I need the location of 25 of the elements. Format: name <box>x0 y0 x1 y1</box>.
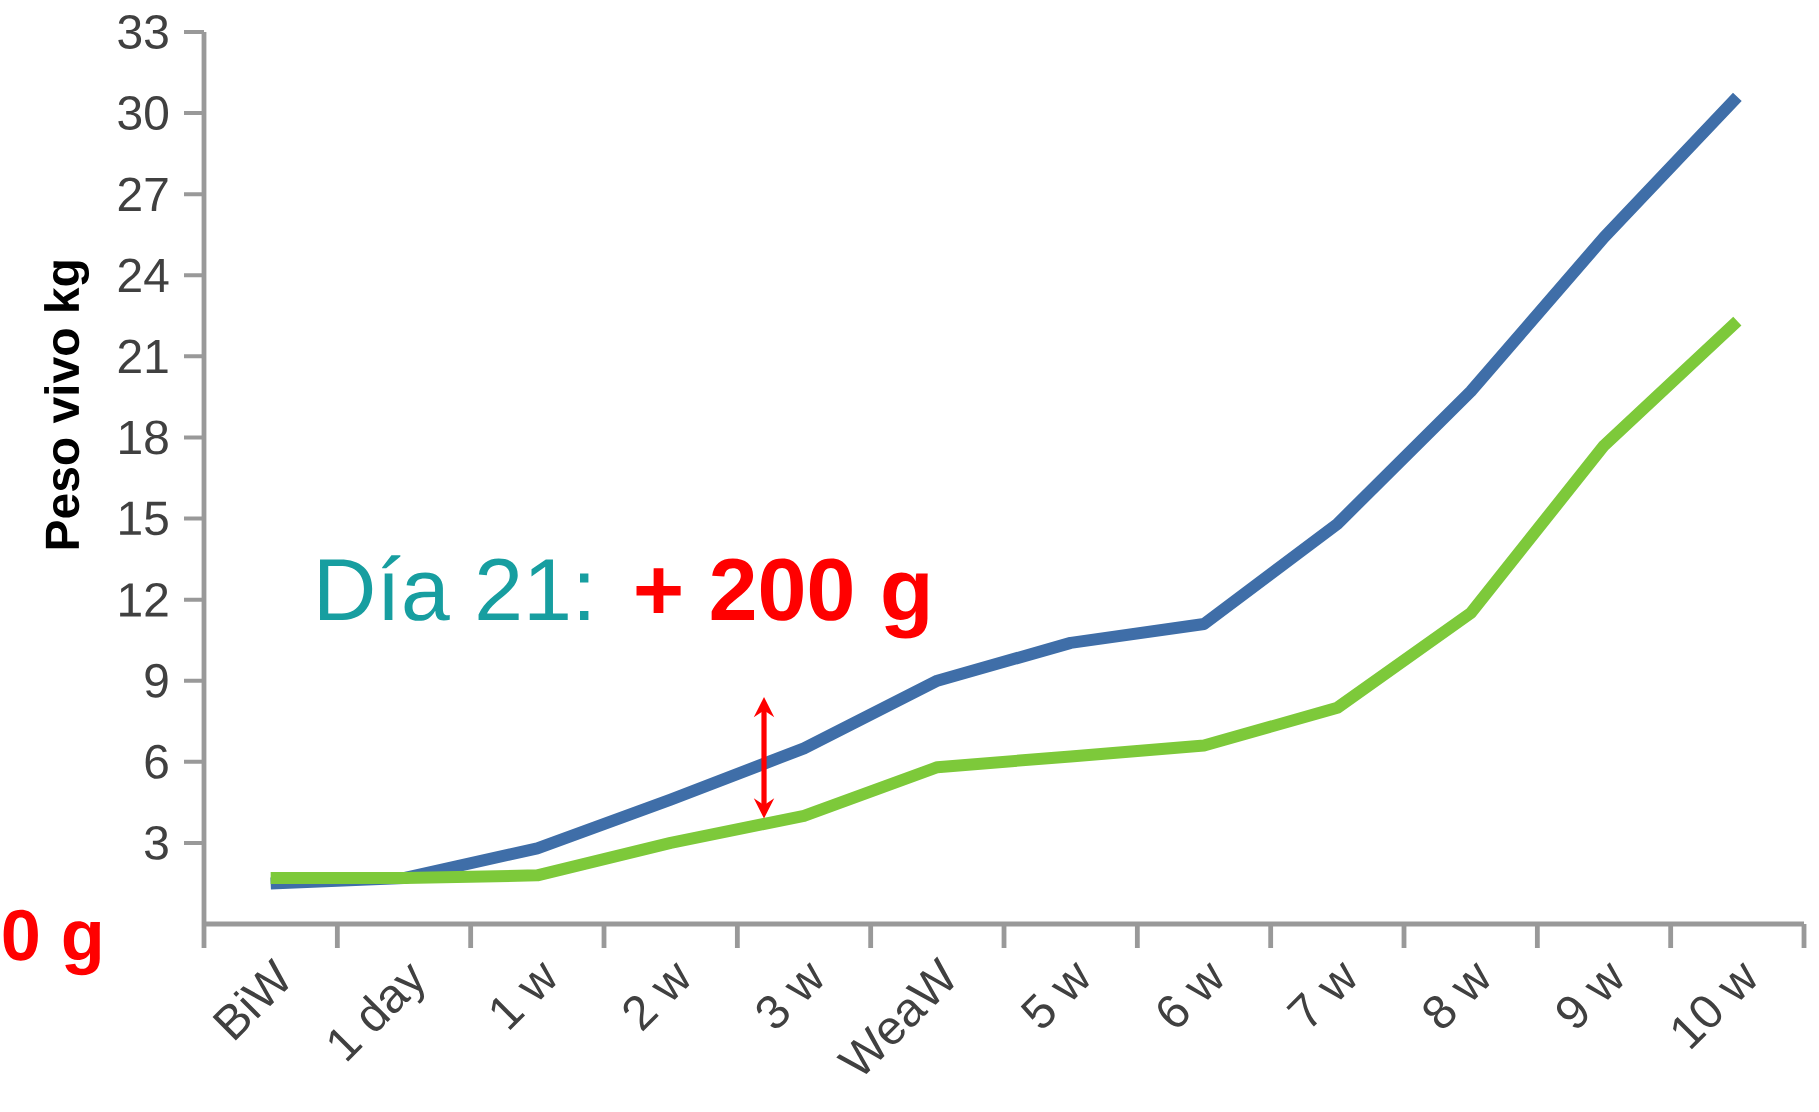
y-tick-label: 18 <box>120 420 168 455</box>
annotation: + 200 g <box>636 558 928 639</box>
y-tick-label: 24 <box>118 258 169 293</box>
x-tick-label: 5 w <box>1020 961 1089 1028</box>
y-axis-title: Peso vivo kg <box>44 261 90 549</box>
x-tick-label: 1 w <box>491 961 556 1031</box>
x-tick-label: 7 w <box>1286 961 1356 1027</box>
y-tick-label: 12 <box>120 582 168 617</box>
y-tick-label: 30 <box>118 96 169 131</box>
x-tick-label: 9 w <box>1556 962 1623 1028</box>
y-tick-label: 21 <box>118 339 168 374</box>
text: 0 g <box>3 909 100 976</box>
y-tick-label: 9 <box>145 663 168 698</box>
y-tick-label: 6 <box>145 744 168 779</box>
y-tick-label: 3 <box>145 825 168 860</box>
y-tick-label: 15 <box>120 501 168 536</box>
x-tick-label: 6 w <box>1158 962 1223 1027</box>
x-tick-label: 8 w <box>1423 962 1490 1028</box>
x-tick-label: 10 w <box>1673 962 1756 1050</box>
x-tick-label: 3 w <box>756 962 823 1028</box>
x-tick-label: 2 w <box>623 962 690 1032</box>
y-tick-label: 27 <box>118 177 168 211</box>
x-tick-label: 1 day <box>329 963 425 1062</box>
y-tick-label: 33 <box>118 15 168 49</box>
annotation: Día 21: <box>320 555 589 621</box>
